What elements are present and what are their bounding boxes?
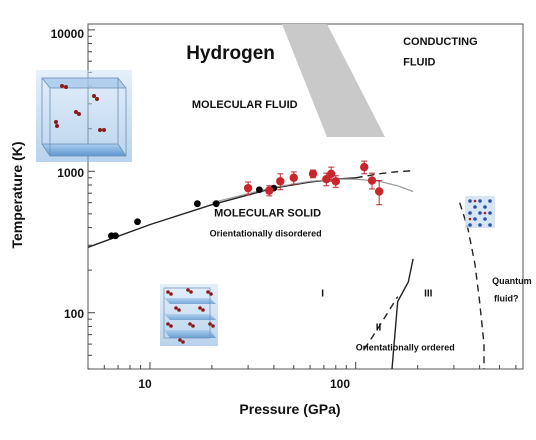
y-axis-title: Temperature (K) <box>9 141 25 248</box>
data-point-red <box>265 186 274 195</box>
region-label: II <box>376 322 382 333</box>
data-point-black <box>134 218 141 226</box>
region-label: FLUID <box>403 57 435 69</box>
data-point-black <box>212 200 220 208</box>
data-point-red <box>326 169 336 178</box>
data-point-red <box>276 177 285 186</box>
region-label: Quantum <box>492 276 531 286</box>
y-tick-label: 10000 <box>51 27 85 41</box>
region-label: III <box>424 289 433 300</box>
region-label: fluid? <box>494 294 519 304</box>
region-label: Hydrogen <box>186 43 275 64</box>
phase-boundary-line <box>459 202 485 369</box>
y-tick-label: 100 <box>64 307 84 321</box>
data-point-black <box>193 200 201 208</box>
data-point-red <box>289 173 298 182</box>
phase-boundary-line <box>391 258 414 370</box>
cube-illustration-solid <box>160 284 218 346</box>
data-point-black <box>112 232 119 240</box>
lattice-illustration-quantum <box>465 196 495 228</box>
phase-boundary-line <box>355 170 414 179</box>
data-point-red <box>243 183 253 193</box>
data-point-red <box>374 187 384 196</box>
shaded-band <box>282 24 385 137</box>
x-tick-label: 10 <box>138 377 152 391</box>
data-point-red <box>360 162 369 172</box>
data-points <box>108 160 384 240</box>
x-axis-title: Pressure (GPa) <box>239 401 340 417</box>
region-label: MOLECULAR SOLID <box>214 207 321 219</box>
region-label: MOLECULAR FLUID <box>192 99 298 111</box>
x-tick-label: 100 <box>330 377 350 391</box>
data-point-red <box>308 169 318 178</box>
phase-boundary-line <box>363 296 399 350</box>
region-label: I <box>321 289 324 300</box>
data-point-black <box>255 186 263 194</box>
data-point-red <box>331 177 340 186</box>
y-tick-label: 1000 <box>57 166 84 180</box>
region-label: CONDUCTING <box>403 36 478 48</box>
data-point-red <box>367 176 377 185</box>
region-label: Orientationally ordered <box>356 343 455 353</box>
region-labels: Hydrogen MOLECULAR FLUID CONDUCTING FLUID MO… <box>186 36 531 353</box>
cube-illustration-fluid <box>36 70 132 162</box>
region-label: Orientationally disordered <box>210 229 322 239</box>
